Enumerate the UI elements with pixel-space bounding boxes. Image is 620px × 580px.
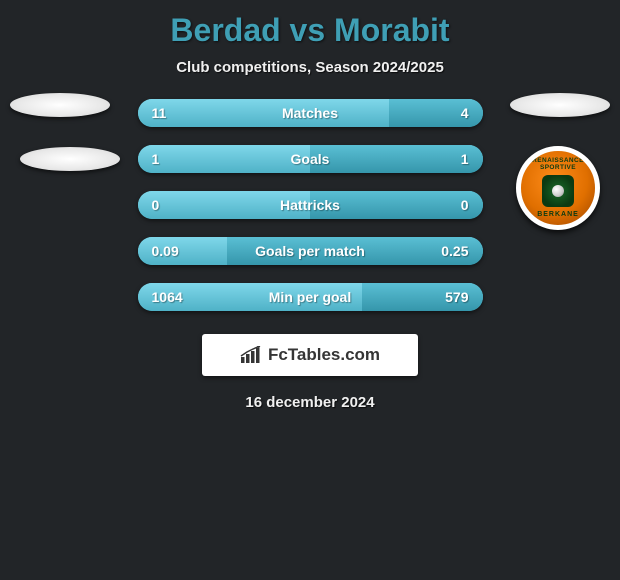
stat-left-value: 1 xyxy=(152,151,160,167)
player-left-badge-2 xyxy=(20,147,120,171)
stat-row: 0.09 Goals per match 0.25 xyxy=(0,228,620,274)
stat-right-value: 0 xyxy=(461,197,469,213)
stat-right-value: 4 xyxy=(461,105,469,121)
stat-label: Goals xyxy=(291,151,330,167)
stat-label: Min per goal xyxy=(269,289,351,305)
stat-left-value: 11 xyxy=(152,105,167,121)
stat-left-value: 0.09 xyxy=(152,243,179,259)
player-left-badge-1 xyxy=(10,93,110,117)
stat-pill-matches: 11 Matches 4 xyxy=(138,99,483,127)
source-logo[interactable]: FcTables.com xyxy=(202,334,418,376)
bar-chart-up-icon xyxy=(240,346,262,364)
club-crest-right: RENAISSANCE SPORTIVE BERKANE xyxy=(516,146,600,230)
stat-bar-left xyxy=(138,145,311,173)
stat-left-value: 0 xyxy=(152,197,160,213)
stat-pill-gpm: 0.09 Goals per match 0.25 xyxy=(138,237,483,265)
comparison-card: Berdad vs Morabit Club competitions, Sea… xyxy=(0,0,620,411)
stat-row: 1064 Min per goal 579 xyxy=(0,274,620,320)
soccer-ball-icon xyxy=(552,185,564,197)
page-subtitle: Club competitions, Season 2024/2025 xyxy=(0,59,620,90)
crest-top-text: RENAISSANCE SPORTIVE xyxy=(521,157,595,171)
stat-bar-left xyxy=(138,99,390,127)
crest-bottom-text: BERKANE xyxy=(537,211,579,218)
crest-emblem xyxy=(542,175,574,207)
stat-pill-goals: 1 Goals 1 xyxy=(138,145,483,173)
stat-right-value: 579 xyxy=(445,289,468,305)
player-right-badge-1 xyxy=(510,93,610,117)
stat-label: Matches xyxy=(282,105,338,121)
source-logo-text: FcTables.com xyxy=(268,345,380,365)
stats-area: RENAISSANCE SPORTIVE BERKANE 11 Matches … xyxy=(0,90,620,320)
stat-pill-mpg: 1064 Min per goal 579 xyxy=(138,283,483,311)
stat-right-value: 0.25 xyxy=(441,243,468,259)
page-title: Berdad vs Morabit xyxy=(0,8,620,59)
stat-pill-hattricks: 0 Hattricks 0 xyxy=(138,191,483,219)
stat-left-value: 1064 xyxy=(152,289,183,305)
stat-label: Hattricks xyxy=(280,197,340,213)
stat-bar-right xyxy=(310,145,483,173)
stat-right-value: 1 xyxy=(461,151,469,167)
stat-label: Goals per match xyxy=(255,243,365,259)
snapshot-date: 16 december 2024 xyxy=(0,394,620,411)
